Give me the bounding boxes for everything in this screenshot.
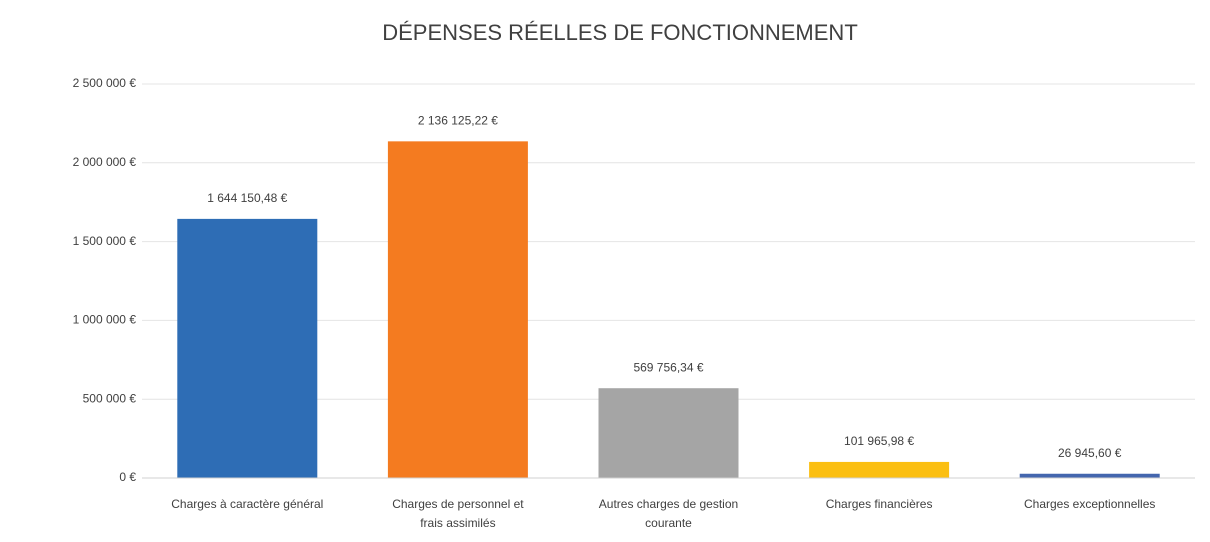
value-label: 26 945,60 € [1058, 446, 1122, 460]
value-label: 2 136 125,22 € [418, 114, 498, 128]
bar [809, 461, 950, 478]
x-tick-label: Charges de personnel et frais assimilés [392, 497, 524, 530]
bar [177, 218, 318, 478]
y-tick-label: 2 000 000 € [73, 155, 137, 169]
value-label: 1 644 150,48 € [207, 191, 287, 205]
bar [387, 141, 528, 478]
value-label: 569 756,34 € [633, 360, 703, 374]
y-tick-label: 1 000 000 € [73, 313, 137, 327]
x-tick-label: Autres charges de gestion courante [599, 497, 738, 530]
y-tick-label: 1 500 000 € [73, 234, 137, 248]
x-tick-label: Charges financières [826, 497, 933, 511]
x-tick-label: Charges à caractère général [171, 497, 323, 511]
y-tick-label: 2 500 000 € [73, 76, 137, 90]
bar [1019, 473, 1160, 478]
y-tick-label: 500 000 € [83, 391, 137, 405]
value-label: 101 965,98 € [844, 434, 914, 448]
y-tick-label: 0 € [119, 470, 136, 484]
x-tick-label: Charges exceptionnelles [1024, 497, 1155, 511]
chart-title: DÉPENSES RÉELLES DE FONCTIONNEMENT [382, 20, 858, 45]
bar [598, 388, 739, 478]
